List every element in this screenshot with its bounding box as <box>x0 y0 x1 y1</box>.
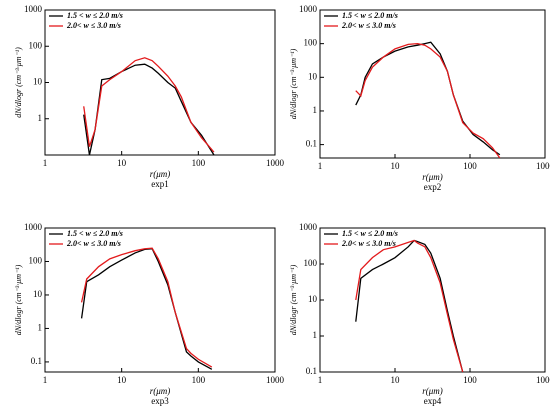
x-tick-label: 100 <box>463 161 477 171</box>
y-tick-label: 1 <box>38 323 43 333</box>
y-tick-label: 0.1 <box>306 139 317 149</box>
plot-frame <box>319 9 546 159</box>
plot-frame <box>44 227 276 373</box>
x-tick-label: 1000 <box>266 375 285 385</box>
y-tick-label: 100 <box>304 258 318 268</box>
y-tick-label: 0.1 <box>31 356 42 366</box>
plot-frame <box>319 227 546 373</box>
legend-label: 2.0< w ≤ 3.0 m/s <box>66 239 121 248</box>
series-line <box>80 247 213 368</box>
x-axis-label: r(μm) <box>150 169 171 179</box>
legend-label: 2.0< w ≤ 3.0 m/s <box>341 239 396 248</box>
legend-label: 1.5 < w ≤ 2.0 m/s <box>342 229 398 238</box>
panel-caption: exp1 <box>151 179 169 189</box>
x-tick-label: 10 <box>391 375 401 385</box>
series-line <box>355 41 501 156</box>
x-tick-label: 1 <box>318 375 323 385</box>
x-tick-label: 100 <box>192 158 206 168</box>
panel: 11010010000.11101001000r(μm)exp4dN/dlogr… <box>289 222 550 406</box>
x-tick-label: 1000 <box>266 158 285 168</box>
x-tick-label: 1000 <box>536 161 550 171</box>
y-tick-label: 1000 <box>299 4 318 14</box>
x-axis-label: r(μm) <box>422 386 443 396</box>
y-tick-label: 1000 <box>24 4 43 14</box>
panel-caption: exp2 <box>424 182 442 192</box>
y-tick-label: 1 <box>313 330 318 340</box>
y-tick-label: 10 <box>308 71 318 81</box>
panel-caption: exp4 <box>424 396 442 406</box>
panel: 1 10 100 1000 0.1 1 10 100 1000 r(μm)exp2 dN/dlogr… <box>289 4 550 192</box>
y-axis-label: dN/dlogr (cm⁻³·μm⁻¹) <box>14 264 23 335</box>
x-tick-label: 1 <box>318 161 323 171</box>
legend-label: 2.0< w ≤ 3.0 m/s <box>66 21 121 30</box>
x-tick-label: 100 <box>192 375 206 385</box>
y-tick-label: 0.1 <box>306 366 317 376</box>
x-tick-label: 100 <box>463 375 477 385</box>
series-line <box>355 42 501 158</box>
series-line <box>83 57 215 153</box>
plot-frame <box>44 9 276 156</box>
y-axis-label: dN/dlogr (cm⁻³·μm⁻¹) <box>289 48 298 119</box>
series-line <box>355 239 464 372</box>
legend-label: 2.0< w ≤ 3.0 m/s <box>341 21 396 30</box>
y-tick-label: 100 <box>29 256 43 266</box>
x-tick-label: 1000 <box>536 375 550 385</box>
legend-label: 1.5 < w ≤ 2.0 m/s <box>342 11 398 20</box>
panel: 1 10 100 1000 1 10 100 1000 r(μm)exp1 dN/dlogr (c… <box>14 4 285 189</box>
series-line <box>83 63 215 155</box>
y-tick-label: 100 <box>304 38 318 48</box>
y-tick-label: 1000 <box>299 222 318 232</box>
panel: 1 10 100 10000.11101001000r(μm)exp3dN/dlogr… <box>14 222 285 406</box>
x-tick-label: 10 <box>117 158 127 168</box>
legend-label: 1.5 < w ≤ 2.0 m/s <box>67 229 123 238</box>
panel-caption: exp3 <box>151 396 169 406</box>
y-tick-label: 10 <box>33 77 43 87</box>
x-tick-label: 10 <box>391 161 401 171</box>
x-tick-label: 1 <box>43 375 48 385</box>
y-tick-label: 1 <box>313 105 318 115</box>
legend-label: 1.5 < w ≤ 2.0 m/s <box>67 11 123 20</box>
y-tick-label: 10 <box>33 289 43 299</box>
y-axis-label: dN/dlogr (cm⁻³·μm⁻¹) <box>289 264 298 335</box>
series-line <box>355 239 464 372</box>
y-tick-label: 1000 <box>24 222 43 232</box>
series-line <box>80 248 213 370</box>
y-tick-label: 10 <box>308 294 318 304</box>
x-tick-label: 10 <box>117 375 127 385</box>
x-tick-label: 1 <box>43 158 48 168</box>
x-axis-label: r(μm) <box>150 386 171 396</box>
y-axis-label: dN/dlogr (cm⁻³·μm⁻¹) <box>14 47 23 118</box>
x-axis-label: r(μm) <box>422 172 443 182</box>
y-tick-label: 100 <box>29 40 43 50</box>
y-tick-label: 1 <box>38 113 43 123</box>
